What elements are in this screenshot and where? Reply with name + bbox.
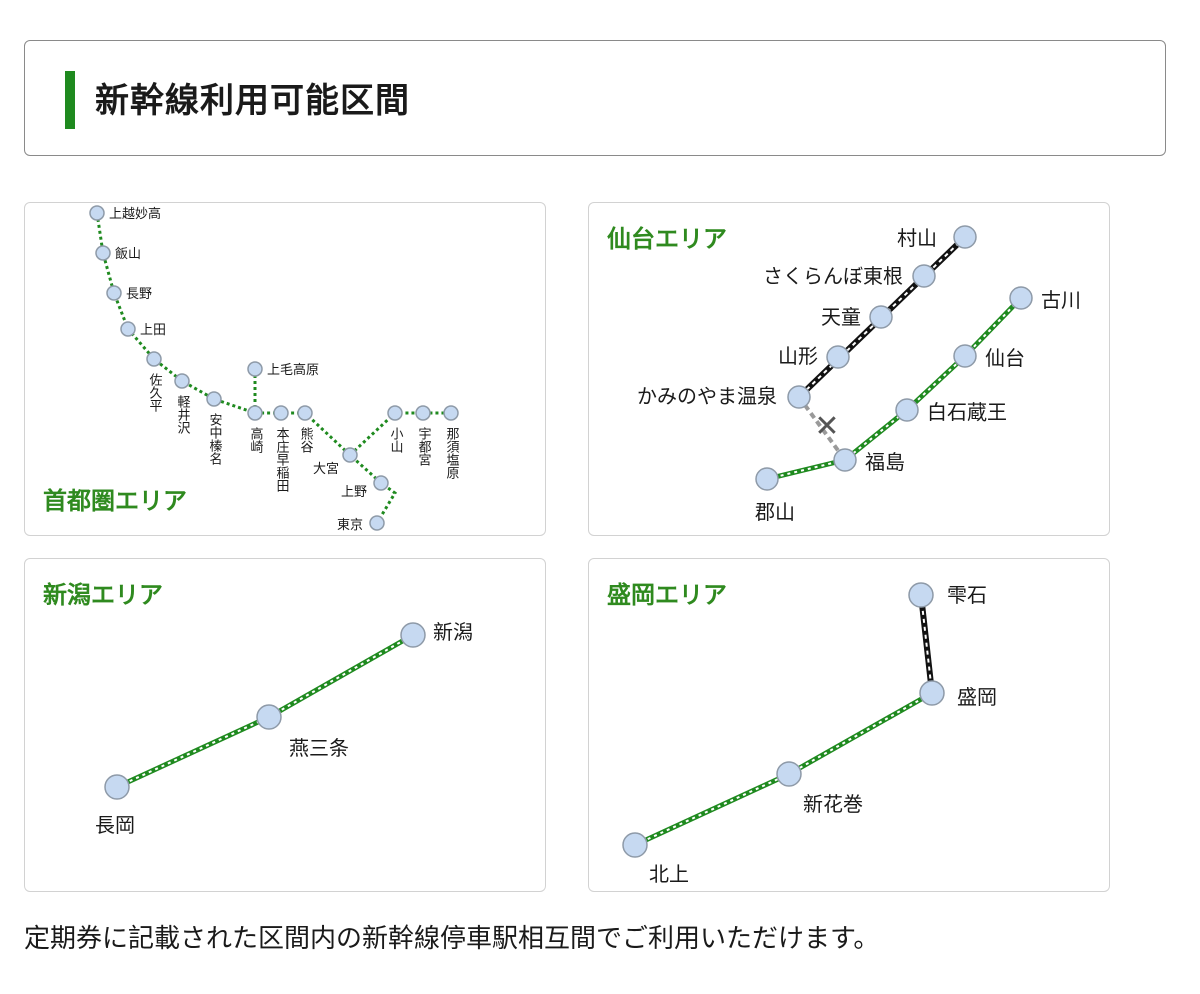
area-label-niigata: 新潟エリア [43,581,163,609]
station-takasaki [247,405,263,421]
station-morioka [919,680,945,706]
title-accent-bar [65,71,75,129]
usage-note: 定期券に記載された区間内の新幹線停車駅相互間でご利用いただけます。 [24,924,880,954]
label-jomokogen: 上毛高原 [267,362,319,378]
label-sakudaira: 佐久平 [147,373,163,412]
label-utsunomiya: 宇都宮 [416,427,432,466]
label-ueda: 上田 [140,323,166,338]
label-furukawa: 古川 [1041,288,1081,312]
label-morioka: 盛岡 [957,685,997,709]
label-kitakami: 北上 [649,862,689,886]
station-sakuranbohigashine [912,264,936,288]
station-nagaoka [104,774,130,800]
station-kaminoyamaonsen [787,385,811,409]
label-omiya: 大宮 [313,461,339,477]
station-shizukuishi [908,582,934,608]
station-nagano [106,285,122,301]
label-sakuranbohigashine: さくらんぼ東根 [763,264,903,288]
station-nasushiobara [443,405,459,421]
station-tsubamesanjo [256,704,282,730]
station-sendai [953,344,977,368]
line-hokuriku [95,212,397,524]
section-header: 新幹線利用可能区間 [24,40,1166,156]
station-tendo [869,305,893,329]
label-niigata: 新潟 [433,620,473,644]
station-oyama [387,405,403,421]
label-tsubamesanjo: 燕三条 [289,736,349,760]
station-sakudaira [146,351,162,367]
station-shiroishizao [895,398,919,422]
station-ueno [373,475,389,491]
panel-niigata: 新潟 燕三条 長岡 新潟エリア [24,558,546,892]
label-annakaharuna: 安中榛名 [207,413,223,465]
station-iiyama [95,245,111,261]
station-koriyama [755,467,779,491]
station-fukushima [833,448,857,472]
station-joetsumyoko [89,205,105,221]
station-annakaharuna [206,391,222,407]
area-label-shutoken: 首都圏エリア [43,487,187,515]
station-jomokogen [247,361,263,377]
label-nagano: 長野 [126,287,152,302]
line-tohoku [348,411,451,457]
station-murayama [953,225,977,249]
label-joetsumyoko: 上越妙高 [109,206,161,222]
label-ueno: 上野 [341,485,367,500]
label-shiroishizao: 白石蔵王 [927,400,1007,424]
label-koriyama: 郡山 [755,500,795,524]
label-karuizawa: 軽井沢 [175,395,191,434]
niigata-map: 新潟 燕三条 長岡 新潟エリア [43,581,473,837]
area-label-sendai: 仙台エリア [607,225,727,253]
label-iiyama: 飯山 [115,247,141,262]
label-yamagata: 山形 [778,344,818,368]
station-furukawa [1009,286,1033,310]
label-oyama: 小山 [388,427,404,453]
label-sendai: 仙台 [985,346,1025,370]
station-omiya [342,447,358,463]
label-fukushima: 福島 [865,450,905,474]
line-blocked [797,395,847,462]
station-tokyo [369,515,385,531]
label-nasushiobara: 那須塩原 [444,427,460,479]
morioka-map: 雫石 盛岡 新花巻 北上 盛岡エリア [607,581,997,886]
station-shinhanamaki [776,761,802,787]
label-shinhanamaki: 新花巻 [803,792,863,816]
station-yamagata [826,345,850,369]
station-ueda [120,321,136,337]
panel-morioka: 雫石 盛岡 新花巻 北上 盛岡エリア [588,558,1110,892]
blocked-mark: ✕ [814,409,839,444]
label-nagaoka: 長岡 [95,813,135,837]
label-tendo: 天童 [821,305,861,329]
station-kitakami [622,832,648,858]
station-niigata [400,622,426,648]
shutoken-map: 上越妙高 飯山 長野 上田 上毛高原 大宮 上野 東京 佐久平 軽井沢 安中榛名… [43,205,460,533]
station-kumagaya [297,405,313,421]
label-takasaki: 高崎 [248,426,264,453]
label-shizukuishi: 雫石 [947,583,987,607]
label-murayama: 村山 [897,226,937,250]
panel-sendai: ✕ 村山 さくらんぼ東根 天童 山形 かみのやま温泉 古川 仙台 白石蔵王 福島… [588,202,1110,536]
panel-shutoken: 上越妙高 飯山 長野 上田 上毛高原 大宮 上野 東京 佐久平 軽井沢 安中榛名… [24,202,546,536]
station-utsunomiya [415,405,431,421]
station-karuizawa [174,373,190,389]
sendai-map: ✕ 村山 さくらんぼ東根 天童 山形 かみのやま温泉 古川 仙台 白石蔵王 福島… [607,225,1081,524]
page-title: 新幹線利用可能区間 [95,81,410,121]
label-kumagaya: 熊谷 [298,426,314,453]
label-honjowaseda: 本庄早稲田 [274,427,290,492]
label-kaminoyamaonsen: かみのやま温泉 [637,384,777,408]
station-honjowaseda [273,405,289,421]
area-label-morioka: 盛岡エリア [607,581,727,609]
label-tokyo: 東京 [337,517,363,533]
